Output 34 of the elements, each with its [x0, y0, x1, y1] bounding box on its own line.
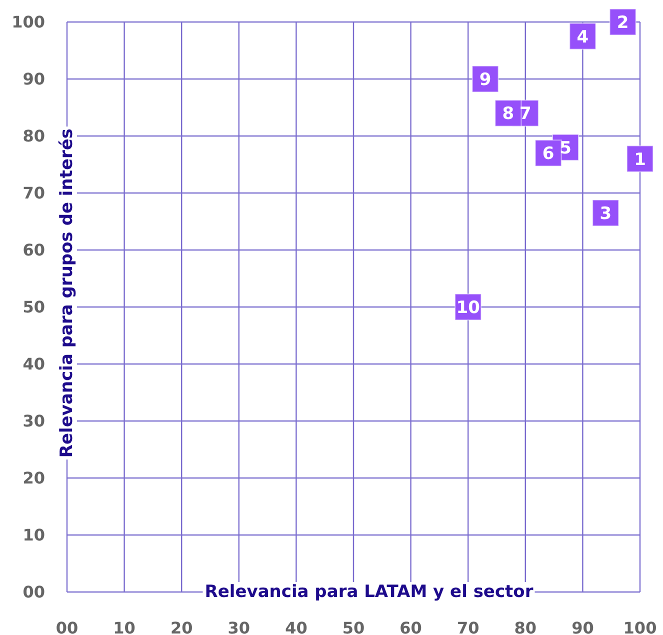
y-tick-label: 50	[22, 298, 45, 317]
y-tick-label: 60	[22, 240, 45, 260]
x-tick-label: 90	[572, 618, 594, 635]
annotation: 10	[456, 298, 480, 318]
y-tick-label: 100	[12, 12, 45, 32]
x-tick-label: 40	[285, 618, 308, 635]
annotation: 8	[502, 104, 514, 124]
y-tick-label: 30	[22, 412, 45, 431]
x-tick-label: 100	[623, 618, 657, 635]
y-tick-label: 40	[22, 354, 45, 374]
annotation: 1	[634, 150, 646, 170]
annotation: 5	[560, 138, 572, 158]
x-tick-label: 70	[456, 618, 480, 635]
x-tick-label: 10	[113, 618, 136, 635]
annotation: 6	[542, 144, 554, 164]
annotation: 4	[576, 27, 589, 48]
x-tick-label: 30	[228, 618, 250, 635]
y-tick-label: 10	[22, 526, 45, 545]
x-tick-label: 80	[514, 618, 537, 635]
y-tick-label: 20	[22, 468, 45, 488]
y-axis-title: Relevancia para grupos de interés	[57, 126, 77, 460]
x-tick-label: 00	[56, 618, 78, 635]
annotation: 7	[519, 104, 532, 124]
x-tick-label: 20	[170, 618, 193, 635]
x-tick-label: 50	[342, 618, 365, 635]
y-tick-label: 00	[22, 582, 45, 602]
annotation: 2	[616, 13, 629, 34]
annotation: 9	[479, 70, 492, 90]
y-tick-label: 80	[22, 126, 45, 146]
annotation: 3	[600, 204, 612, 224]
x-axis-title: Relevancia para LATAM y el sector	[202, 582, 536, 602]
y-tick-label: 90	[22, 70, 45, 89]
x-tick-label: 60	[400, 618, 422, 635]
y-tick-label: 70	[22, 184, 45, 203]
